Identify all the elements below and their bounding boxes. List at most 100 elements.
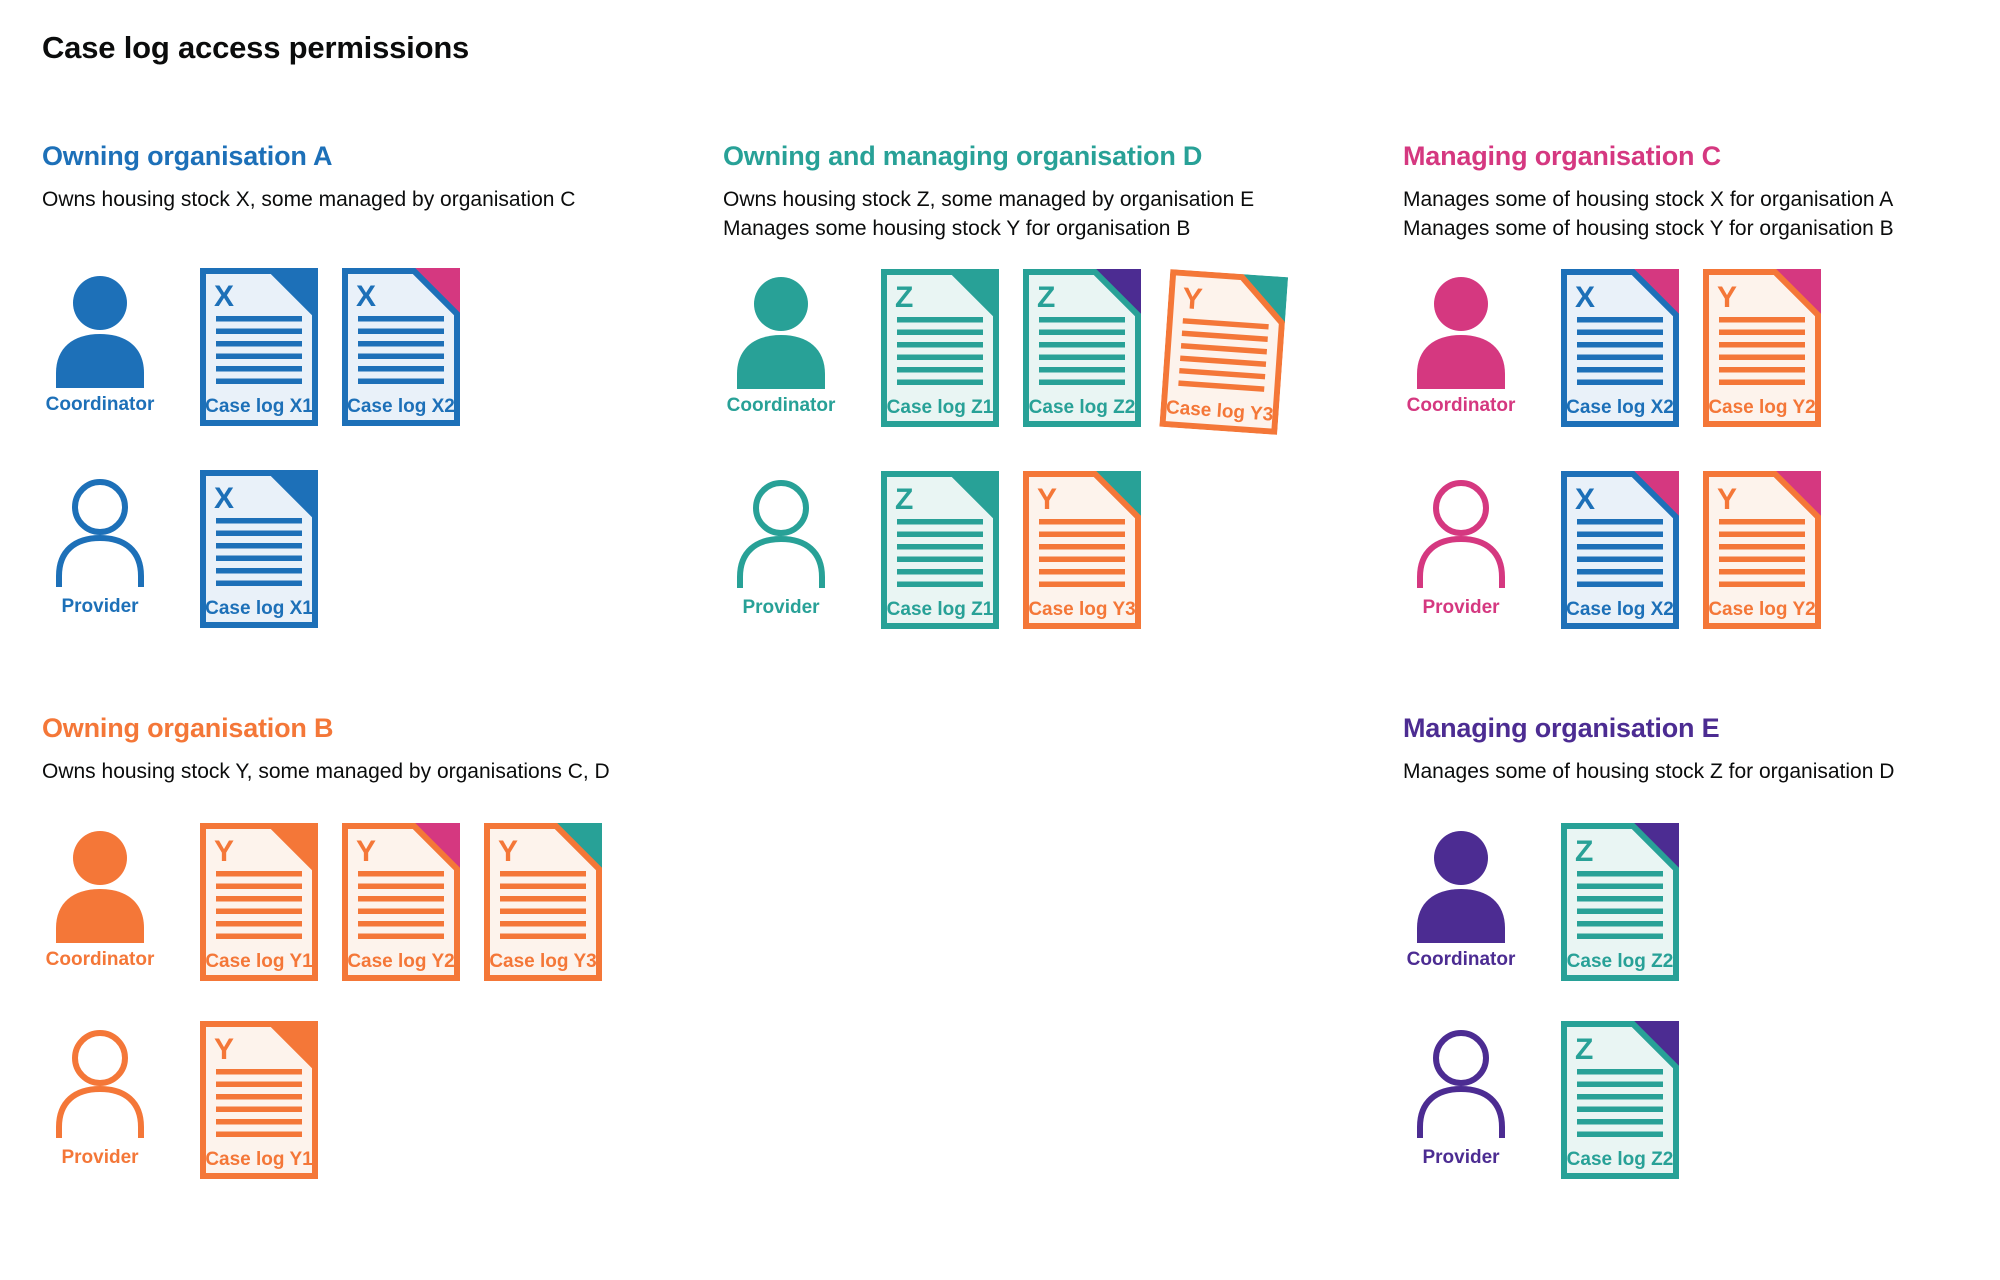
case-log-documents: Z Case log Z2 xyxy=(1561,823,1679,981)
section-title: Owning organisation B xyxy=(42,713,334,743)
doc-text-lines xyxy=(1577,519,1663,587)
section-description: Owns housing stock Z, some managed by or… xyxy=(723,185,1403,243)
role-label: Coordinator xyxy=(45,394,155,415)
provider-row: Provider Z Case log Z2 xyxy=(1403,1021,1958,1179)
case-log-documents: X Case log X2 Y Case log Y2 xyxy=(1561,269,1821,427)
doc-label: Case log Z1 xyxy=(887,397,994,418)
doc-letter: Y xyxy=(214,1033,234,1066)
case-log-document: X Case log X1 xyxy=(200,470,318,628)
provider-icon xyxy=(1417,480,1505,588)
doc-text-lines xyxy=(216,871,302,939)
coordinator-row: Coordinator X Case log X1 X Case log X2 xyxy=(42,268,723,426)
doc-label: Case log X2 xyxy=(347,396,455,417)
provider-icon xyxy=(56,1030,144,1138)
doc-label: Case log X2 xyxy=(1566,599,1674,620)
provider-icon xyxy=(56,479,144,587)
case-log-documents: Z Case log Z1 Y Case log Y3 xyxy=(881,471,1141,629)
doc-label: Case log X2 xyxy=(1566,397,1674,418)
doc-text-lines xyxy=(358,316,444,384)
doc-letter: X xyxy=(214,280,234,313)
doc-text-lines xyxy=(358,871,444,939)
document-outline xyxy=(1561,269,1679,427)
coordinator-row: Coordinator Z Case log Z1 Z Case log Z2 Y Case… xyxy=(723,269,1403,435)
doc-letter: Y xyxy=(1037,483,1057,516)
coordinator-row: Coordinator Z Case log Z2 xyxy=(1403,823,1958,981)
doc-label: Case log Z2 xyxy=(1029,397,1136,418)
section-description: Owns housing stock Y, some managed by or… xyxy=(42,757,723,797)
doc-label: Case log Y2 xyxy=(347,951,454,972)
coordinator-persona: Coordinator xyxy=(1403,269,1561,427)
case-log-document: Y Case log Y2 xyxy=(1703,471,1821,629)
document-outline xyxy=(200,268,318,426)
doc-text-lines xyxy=(897,519,983,587)
doc-label: Case log Y2 xyxy=(1708,397,1815,418)
provider-row: Provider Y Case log Y1 xyxy=(42,1021,723,1179)
doc-letter: X xyxy=(356,280,376,313)
provider-row: Provider X Case log X2 Y Case log Y2 xyxy=(1403,471,1958,629)
provider-icon xyxy=(737,480,825,588)
section-title: Owning organisation A xyxy=(42,141,333,171)
role-label: Coordinator xyxy=(45,949,155,970)
case-log-document: X Case log X2 xyxy=(1561,269,1679,427)
doc-label: Case log Y1 xyxy=(205,1149,313,1170)
doc-text-lines xyxy=(897,317,983,385)
role-label: Coordinator xyxy=(1406,395,1516,416)
case-log-documents: X Case log X2 Y Case log Y2 xyxy=(1561,471,1821,629)
case-log-document: Y Case log Y2 xyxy=(1703,269,1821,427)
section-owning-organisation-a: Owning organisation A Owns housing stock … xyxy=(42,140,723,712)
sections-grid: Owning organisation A Owns housing stock … xyxy=(42,140,2000,1179)
doc-letter: Y xyxy=(1181,282,1203,316)
role-label: Provider xyxy=(61,1147,139,1168)
doc-text-lines xyxy=(1039,519,1125,587)
role-label: Provider xyxy=(1422,597,1500,618)
provider-persona: Provider xyxy=(1403,1021,1561,1179)
case-log-document: Z Case log Z1 xyxy=(881,269,999,427)
document-outline xyxy=(484,823,602,981)
doc-letter: Z xyxy=(895,281,913,314)
doc-letter: Y xyxy=(356,835,376,868)
coordinator-persona: Coordinator xyxy=(1403,823,1561,981)
document-outline xyxy=(881,269,999,427)
document-outline xyxy=(1561,823,1679,981)
case-log-document: Y Case log Y1 xyxy=(200,1021,318,1179)
document-outline xyxy=(1703,471,1821,629)
coordinator-persona: Coordinator xyxy=(723,269,881,427)
case-log-document: X Case log X1 xyxy=(200,268,318,426)
document-outline xyxy=(1023,471,1141,629)
doc-letter: Z xyxy=(1037,281,1055,314)
document-outline xyxy=(881,471,999,629)
provider-icon xyxy=(1417,1030,1505,1138)
provider-persona: Provider xyxy=(42,1021,200,1179)
doc-letter: Y xyxy=(1717,483,1737,516)
doc-letter: Z xyxy=(1575,1033,1593,1066)
section-description-line: Owns housing stock Y, some managed by or… xyxy=(42,760,610,783)
doc-label: Case log X1 xyxy=(205,598,313,619)
doc-label: Case log Y3 xyxy=(489,951,596,972)
provider-persona: Provider xyxy=(42,470,200,628)
section-description: Manages some of housing stock Z for orga… xyxy=(1403,757,1958,797)
case-log-documents: X Case log X1 xyxy=(200,470,318,628)
case-log-document: Y Case log Y1 xyxy=(200,823,318,981)
role-label: Provider xyxy=(742,597,820,618)
document-outline xyxy=(200,823,318,981)
case-log-documents: Z Case log Z1 Z Case log Z2 Y Case log Y3 xyxy=(881,269,1289,435)
section-title: Owning and managing organisation D xyxy=(723,141,1203,171)
section-description-line: Owns housing stock X, some managed by or… xyxy=(42,188,576,211)
case-log-documents: Z Case log Z2 xyxy=(1561,1021,1679,1179)
doc-letter: Y xyxy=(498,835,518,868)
section-description-line: Manages some of housing stock Y for orga… xyxy=(1403,217,1894,240)
doc-letter: Z xyxy=(1575,835,1593,868)
provider-persona: Provider xyxy=(723,471,881,629)
coordinator-row: Coordinator Y Case log Y1 Y Case log Y2 Y Case… xyxy=(42,823,723,981)
role-label: Provider xyxy=(61,596,139,617)
doc-text-lines xyxy=(1577,317,1663,385)
provider-row: Provider X Case log X1 xyxy=(42,470,723,628)
case-log-documents: Y Case log Y1 Y Case log Y2 Y Case log Y3 xyxy=(200,823,602,981)
doc-label: Case log Y1 xyxy=(205,951,313,972)
doc-letter: X xyxy=(1575,483,1595,516)
document-outline xyxy=(200,470,318,628)
provider-persona: Provider xyxy=(1403,471,1561,629)
doc-text-lines xyxy=(1577,1069,1663,1137)
section-managing-organisation-e: Managing organisation E Manages some of h… xyxy=(1403,712,1958,1179)
section-owning-organisation-b: Owning organisation B Owns housing stock … xyxy=(42,712,723,1179)
